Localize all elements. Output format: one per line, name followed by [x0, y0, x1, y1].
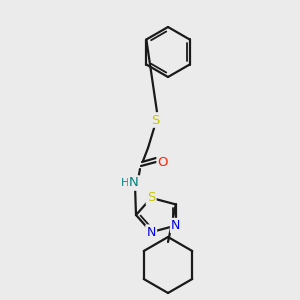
- Text: O: O: [158, 155, 168, 169]
- Text: N: N: [146, 226, 156, 238]
- Text: N: N: [171, 219, 181, 232]
- Text: H: H: [121, 178, 129, 188]
- Text: N: N: [129, 176, 139, 190]
- Text: S: S: [151, 113, 159, 127]
- Text: S: S: [147, 191, 155, 204]
